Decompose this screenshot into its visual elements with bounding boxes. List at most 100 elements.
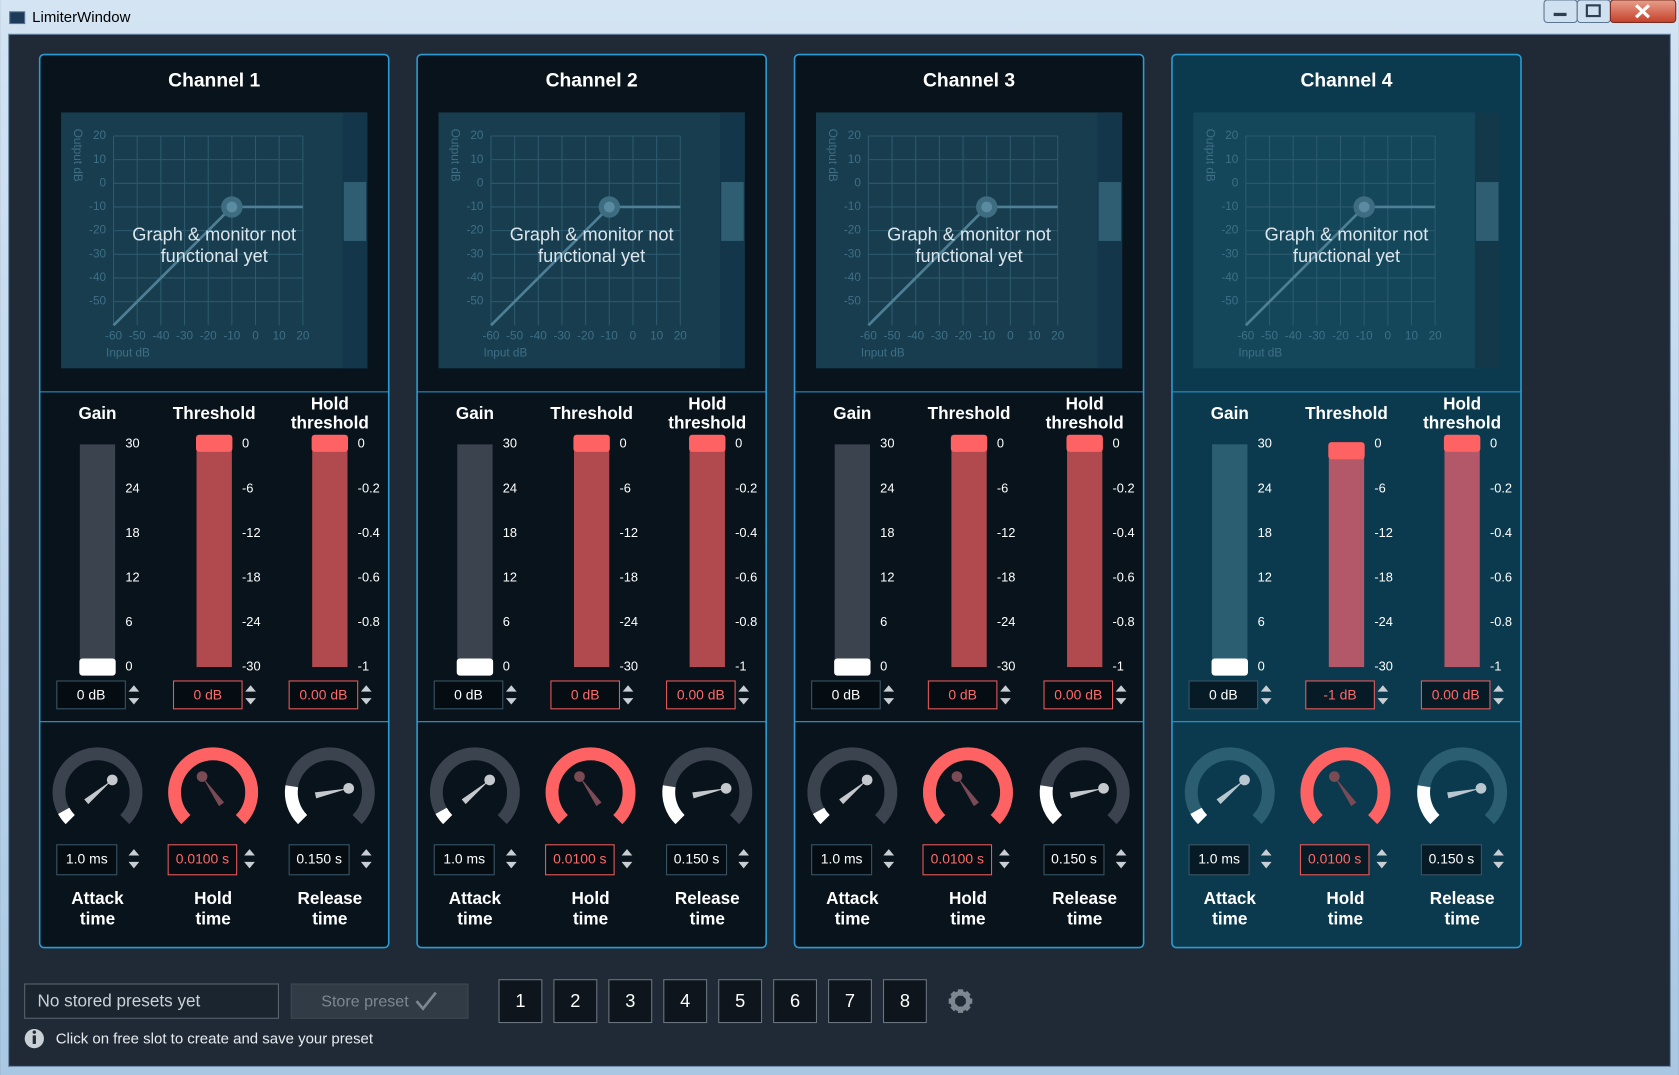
slider-handle[interactable] [1211,658,1248,676]
spin-up[interactable] [883,685,895,692]
spin-down[interactable] [505,698,517,705]
preset-slot[interactable] [608,979,653,1024]
settings-button[interactable] [948,989,973,1013]
spin-down[interactable] [621,861,633,869]
value-box[interactable] [927,680,998,710]
value-box[interactable] [288,680,359,710]
value-box[interactable] [433,680,504,710]
channel-panel[interactable]: Channel 1-60 -50 -40 -30 -20 -10 0 10 2020100-10… [38,53,390,949]
spin-down[interactable] [622,698,634,705]
value-box[interactable] [1305,680,1375,710]
spin-down[interactable] [883,698,895,705]
knob-needle[interactable] [461,779,490,805]
spin-down[interactable] [1115,698,1127,705]
spin-down[interactable] [1260,698,1272,705]
spin-down[interactable] [1493,698,1504,705]
slider-handle[interactable] [689,434,726,452]
preset-slot[interactable] [553,979,598,1024]
preset-field[interactable] [24,983,279,1019]
store-button[interactable] [290,983,469,1019]
value-box[interactable] [811,680,881,710]
value-box[interactable] [1043,844,1105,876]
spin-up[interactable] [999,849,1010,856]
spin-down[interactable] [244,861,255,869]
spin-up[interactable] [505,685,517,692]
value-box[interactable] [1420,844,1482,876]
spin-up[interactable] [738,849,750,856]
preset-slot[interactable] [828,979,872,1024]
knob-needle[interactable] [314,788,349,799]
spin-up[interactable] [360,849,372,856]
slider-handle[interactable] [1066,434,1103,452]
spin-down[interactable] [738,698,750,705]
spin-up[interactable] [1493,849,1504,856]
value-box[interactable] [1188,680,1259,710]
preset-slot[interactable] [718,979,763,1024]
spin-down[interactable] [1493,861,1504,869]
spin-down[interactable] [1260,861,1272,869]
knob-needle[interactable] [84,779,113,805]
knob-needle[interactable] [1216,779,1245,805]
channel-panel[interactable]: Channel 4-60 -50 -40 -30 -20 -10 0 10 2020100-10… [1171,53,1522,949]
value-box[interactable] [1043,680,1114,710]
channel-panel[interactable]: Channel 2-60 -50 -40 -30 -20 -10 0 10 2020100-10… [416,53,767,949]
slider-handle[interactable] [573,434,610,452]
slider-handle[interactable] [1443,434,1481,452]
spin-down[interactable] [738,861,750,869]
spin-up[interactable] [621,849,633,856]
spin-down[interactable] [360,861,372,869]
spin-up[interactable] [1377,685,1389,692]
knob-needle[interactable] [1447,788,1481,799]
spin-up[interactable] [505,849,517,856]
value-box[interactable] [545,844,615,876]
knob-needle[interactable] [579,776,602,807]
value-box[interactable] [1188,844,1250,876]
value-box[interactable] [666,844,728,876]
knob-needle[interactable] [202,776,225,807]
spin-down[interactable] [999,861,1010,869]
knob-needle[interactable] [956,776,979,807]
preset-slot[interactable] [773,979,818,1024]
value-box[interactable] [56,844,118,876]
spin-down[interactable] [128,698,140,705]
slider-handle[interactable] [950,434,988,452]
knob-needle[interactable] [1334,776,1357,807]
value-box[interactable] [56,680,126,710]
slider-handle[interactable] [456,658,494,676]
value-box[interactable] [811,844,873,876]
spin-down[interactable] [1377,698,1389,705]
spin-down[interactable] [1000,698,1011,705]
value-box[interactable] [922,844,993,876]
spin-up[interactable] [1493,685,1504,692]
preset-slot[interactable] [882,979,927,1024]
window-controls[interactable] [1543,0,1677,24]
value-box[interactable] [288,844,350,876]
minimize-button[interactable] [1543,0,1578,24]
slider-handle[interactable] [195,434,233,452]
spin-down[interactable] [505,861,517,869]
spin-up[interactable] [622,685,634,692]
spin-up[interactable] [1260,849,1272,856]
spin-up[interactable] [883,849,895,856]
value-box[interactable] [666,680,736,710]
slider-handle[interactable] [1328,442,1365,460]
value-box[interactable] [1420,680,1491,710]
spin-up[interactable] [1260,685,1272,692]
spin-up[interactable] [128,685,140,692]
spin-down[interactable] [1376,861,1388,869]
value-box[interactable] [167,844,238,876]
channel-panel[interactable]: Channel 3-60 -50 -40 -30 -20 -10 0 10 2020100-10… [793,53,1145,949]
value-box[interactable] [1299,844,1370,876]
knob-needle[interactable] [1069,788,1104,799]
slider-handle[interactable] [834,658,871,676]
spin-up[interactable] [1376,849,1388,856]
spin-up[interactable] [360,685,372,692]
spin-up[interactable] [244,849,255,856]
maximize-button[interactable] [1576,0,1611,24]
spin-up[interactable] [128,849,140,856]
spin-down[interactable] [883,861,895,869]
knob-needle[interactable] [839,779,868,805]
preset-slot[interactable] [498,979,543,1024]
value-box[interactable] [550,680,621,710]
spin-up[interactable] [1000,685,1011,692]
